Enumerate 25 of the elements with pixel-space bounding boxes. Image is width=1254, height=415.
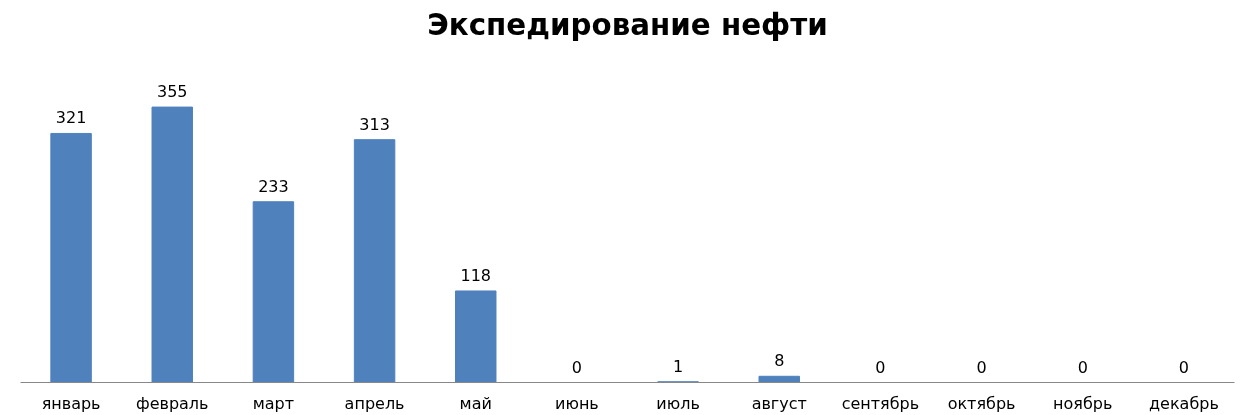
x-tick-label: июль <box>656 393 700 413</box>
x-tick-label: декабрь <box>1149 393 1219 413</box>
x-tick-label: февраль <box>135 393 209 413</box>
x-tick-label: август <box>751 393 807 413</box>
x-tick-label: январь <box>41 393 101 413</box>
data-label: 0 <box>875 357 886 377</box>
data-label: 0 <box>1077 357 1088 377</box>
data-label: 0 <box>976 357 987 377</box>
x-tick-label: май <box>459 393 492 413</box>
data-label: 0 <box>1178 357 1190 377</box>
x-tick-label: июнь <box>555 393 599 413</box>
data-label: 0 <box>571 357 583 377</box>
data-label: 233 <box>258 176 289 196</box>
data-label: 313 <box>359 114 390 134</box>
x-tick-label: март <box>252 393 295 413</box>
x-tick-label: апрель <box>344 393 405 413</box>
x-tick-label: ноябрь <box>1053 393 1113 413</box>
x-tick-label: октябрь <box>947 393 1016 413</box>
data-label: 355 <box>156 82 188 102</box>
data-label: 1 <box>672 356 684 376</box>
x-tick-label: сентябрь <box>841 393 920 413</box>
chart-title: Экспедирование нефти <box>427 7 828 42</box>
data-label: 8 <box>774 351 785 371</box>
data-label: 321 <box>55 108 87 128</box>
data-label: 118 <box>460 265 492 285</box>
